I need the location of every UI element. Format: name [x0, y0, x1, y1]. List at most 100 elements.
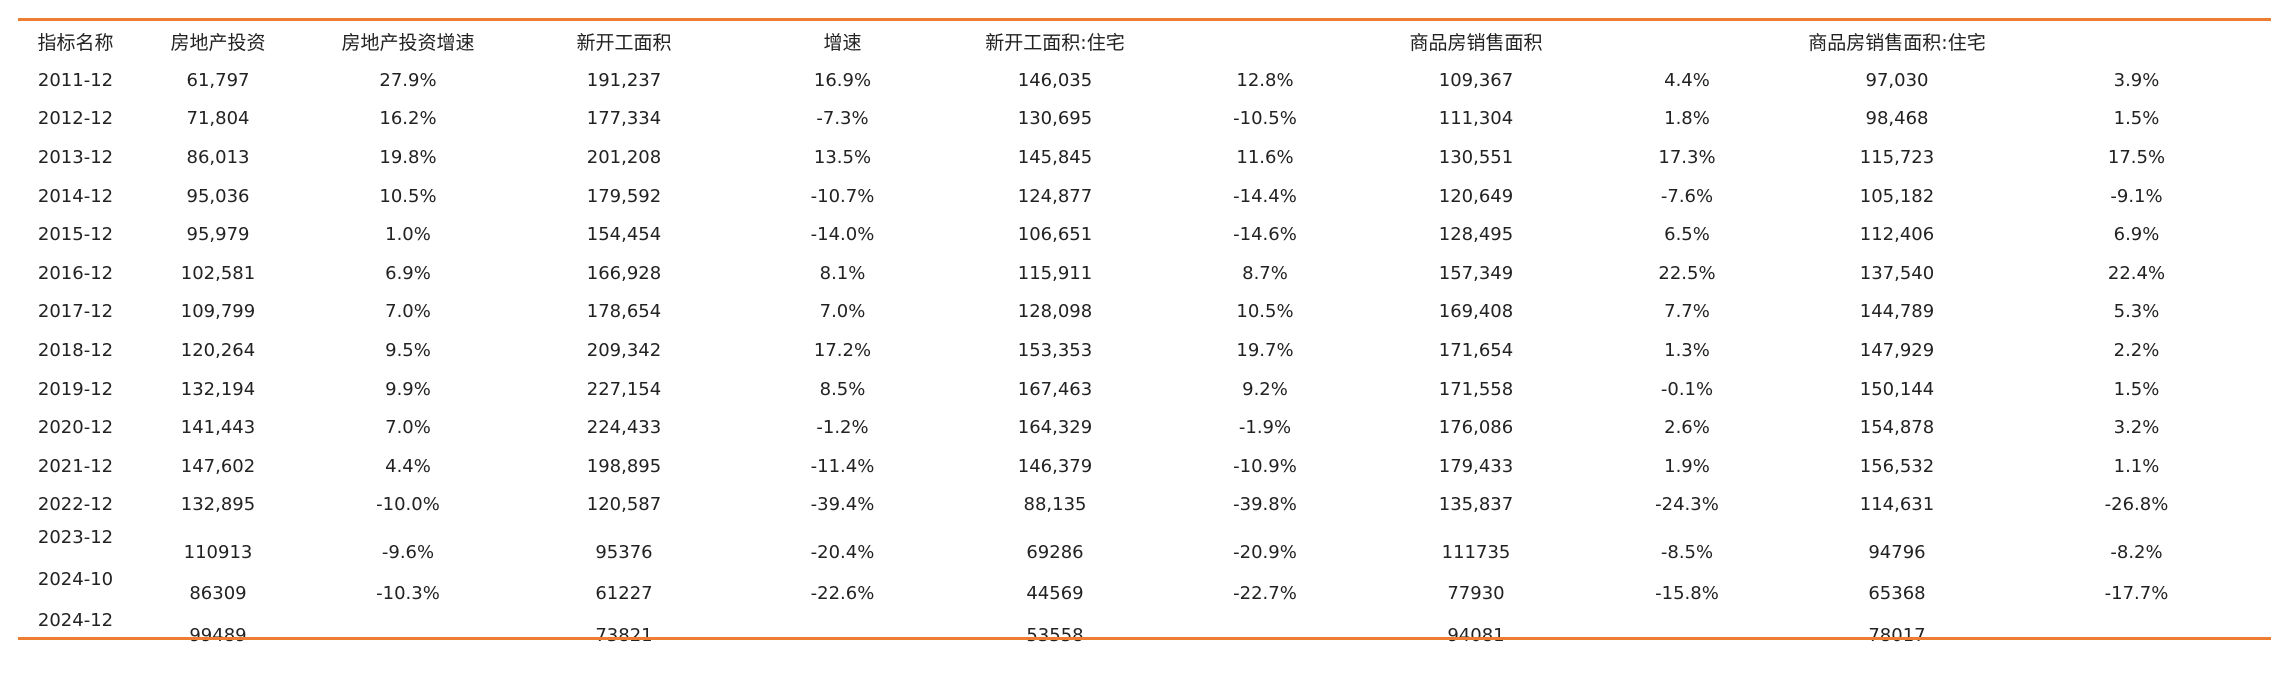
table-row: 2023-12 110913 -9.6% 95376 -20.4% 69286 -20.9%… [18, 524, 2271, 566]
table-row: 2018-12 120,264 9.5% 209,342 17.2% 153,353 19.… [18, 331, 2271, 370]
table-row: 2015-12 95,979 1.0% 154,454 -14.0% 106,651 -14… [18, 215, 2271, 254]
table-cell: 177,334 [586, 108, 662, 130]
row-period-cell: 2012-12 [37, 108, 114, 130]
table-cell: -17.7% [2104, 583, 2169, 605]
header-blank-1 [1160, 21, 1370, 61]
table-cell: 77930 [1447, 583, 1505, 605]
table-cell: -22.7% [1233, 583, 1297, 605]
table-cell: -8.5% [1660, 541, 1714, 563]
table-cell: 10.5% [1236, 301, 1294, 323]
table-cell: 10.5% [379, 185, 437, 207]
row-period-cell: 2016-12 [37, 262, 114, 284]
table-cell: 1.0% [385, 224, 431, 246]
table-cell: -14.4% [1233, 185, 1297, 207]
table-cell: 171,654 [1438, 339, 1514, 361]
table-cell: -7.3% [816, 108, 869, 130]
header-sales-area-residential: 商品房销售面积:住宅 [1808, 31, 1986, 54]
table-cell: 22.5% [1658, 262, 1716, 284]
table-cell: 102,581 [180, 262, 256, 284]
table-cell: 150,144 [1859, 378, 1935, 400]
table-cell: -24.3% [1655, 494, 1719, 516]
table-cell: 97,030 [1865, 69, 1929, 91]
table-cell: 135,837 [1438, 494, 1514, 516]
table-cell: -10.0% [376, 494, 440, 516]
table-cell: -9.1% [2110, 185, 2163, 207]
table-cell: 98,468 [1865, 108, 1929, 130]
table-cell: 164,329 [1017, 417, 1093, 439]
row-period-cell: 2024-10 [37, 568, 114, 590]
header-growth: 增速 [823, 31, 862, 54]
table-cell: 44569 [1026, 583, 1084, 605]
table-cell: 86309 [189, 583, 247, 605]
table-cell: 147,602 [180, 455, 256, 477]
row-period-cell: 2023-12 [37, 527, 114, 549]
table-cell: -39.4% [810, 494, 875, 516]
table-cell: 8.5% [819, 378, 866, 400]
table-cell: 71,804 [186, 108, 250, 130]
table-cell: 73821 [595, 624, 653, 646]
table-cell: 9.5% [385, 339, 431, 361]
row-period-cell: 2015-12 [37, 224, 114, 246]
table-cell: 179,592 [586, 185, 662, 207]
table-cell: 191,237 [586, 69, 662, 91]
table-row: 2020-12 141,443 7.0% 224,433 -1.2% 164,329 -1.… [18, 408, 2271, 447]
table-cell: 6.9% [2113, 224, 2160, 246]
table-cell: 4.4% [385, 455, 431, 477]
table-cell: -26.8% [2104, 494, 2169, 516]
table-cell: 209,342 [586, 339, 662, 361]
table-cell: 1.8% [1664, 108, 1710, 130]
table-cell: 12.8% [1236, 69, 1294, 91]
table-cell: 65368 [1868, 583, 1926, 605]
table-cell: 132,895 [180, 494, 256, 516]
header-row: 指标名称 房地产投资 房地产投资增速 新开工面积 增速 新开工面积:住宅 商品房… [18, 21, 2271, 61]
table-cell: -39.8% [1233, 494, 1297, 516]
table-cell: 7.0% [819, 301, 866, 323]
table-cell: 178,654 [586, 301, 662, 323]
table-cell: 7.7% [1664, 301, 1710, 323]
table-cell: 145,845 [1017, 146, 1093, 168]
table-cell: 13.5% [813, 146, 872, 168]
table-cell: 11.6% [1236, 146, 1294, 168]
table-cell [1160, 607, 1370, 649]
row-period-cell: 2024-12 [37, 610, 114, 632]
table-cell: 7.0% [385, 301, 431, 323]
table-cell: 111735 [1441, 541, 1511, 563]
table-cell: 124,877 [1017, 185, 1093, 207]
table-cell: 9.9% [385, 378, 431, 400]
table-cell: 2.2% [2113, 339, 2160, 361]
table-cell: 6.5% [1664, 224, 1710, 246]
table-cell: 86,013 [186, 146, 250, 168]
table-cell [303, 607, 513, 649]
table-cell: 5.3% [2113, 301, 2160, 323]
table-cell: 153,353 [1017, 339, 1093, 361]
table-cell: 1.3% [1664, 339, 1710, 361]
table-cell: 78017 [1868, 624, 1926, 646]
table-cell: 110913 [183, 541, 253, 563]
header-blank-2 [1582, 21, 1792, 61]
header-investment: 房地产投资 [170, 31, 266, 54]
table-cell: -20.4% [810, 541, 875, 563]
table-cell: 176,086 [1438, 417, 1514, 439]
table-cell: 95,036 [186, 185, 250, 207]
table-cell: -1.9% [1238, 417, 1292, 439]
table-cell: 95376 [595, 541, 653, 563]
table-cell: 8.7% [1242, 262, 1288, 284]
table-row: 2013-12 86,013 19.8% 201,208 13.5% 145,845 11.… [18, 138, 2271, 177]
bottom-rule [18, 637, 2271, 640]
table-cell: 1.5% [2113, 108, 2160, 130]
table-cell: 17.2% [813, 339, 872, 361]
table-cell: 198,895 [586, 455, 662, 477]
row-period-cell: 2017-12 [37, 301, 114, 323]
table-cell: 154,454 [586, 224, 662, 246]
table-cell: 106,651 [1017, 224, 1093, 246]
table-row: 2022-12 132,895 -10.0% 120,587 -39.4% 88,135 -… [18, 486, 2271, 525]
row-period-cell: 2019-12 [37, 378, 114, 400]
table-cell: 157,349 [1438, 262, 1514, 284]
table-cell: 227,154 [586, 378, 662, 400]
table-cell: 8.1% [819, 262, 866, 284]
table-cell: 114,631 [1859, 494, 1935, 516]
table-cell: 94081 [1447, 624, 1505, 646]
table-row: 2024-12 99489 73821 53558 94081 78017 [18, 607, 2271, 649]
header-new-starts-residential: 新开工面积:住宅 [985, 31, 1125, 54]
table-cell: 6.9% [385, 262, 431, 284]
